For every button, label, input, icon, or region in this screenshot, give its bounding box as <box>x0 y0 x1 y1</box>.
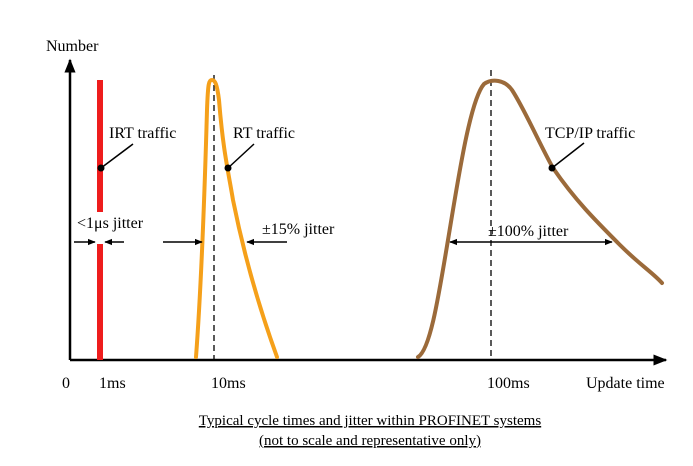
tick-label-1ms: 1ms <box>99 375 126 392</box>
tcp-curve <box>416 78 664 359</box>
irt-label: IRT traffic <box>109 125 176 142</box>
tcp-pointer-dot <box>548 164 556 172</box>
diagram-subtitle: (not to scale and representative only) <box>259 433 481 449</box>
y-axis-label: Number <box>46 38 99 55</box>
rt-jitter-label: ±15% jitter <box>262 221 335 238</box>
tcp-pointer-line <box>551 142 585 169</box>
irt-bar-gap <box>95 212 105 244</box>
rt-pointer-dot <box>224 164 232 172</box>
tick-label-100ms: 100ms <box>487 375 530 392</box>
rt-pointer-line <box>227 143 255 169</box>
irt-pointer-line <box>100 143 134 169</box>
tcp-jitter-label: ±100% jitter <box>488 223 569 240</box>
tick-label-10ms: 10ms <box>211 375 246 392</box>
tick-label-origin: 0 <box>62 375 70 392</box>
x-axis-label: Update time <box>586 375 665 392</box>
diagram-title: Typical cycle times and jitter within PR… <box>199 413 542 429</box>
irt-jitter-label: <1μs jitter <box>77 215 144 232</box>
rt-label: RT traffic <box>233 125 295 142</box>
rt-curve <box>194 78 279 359</box>
irt-pointer-dot <box>97 164 105 172</box>
tcp-label: TCP/IP traffic <box>545 125 635 142</box>
